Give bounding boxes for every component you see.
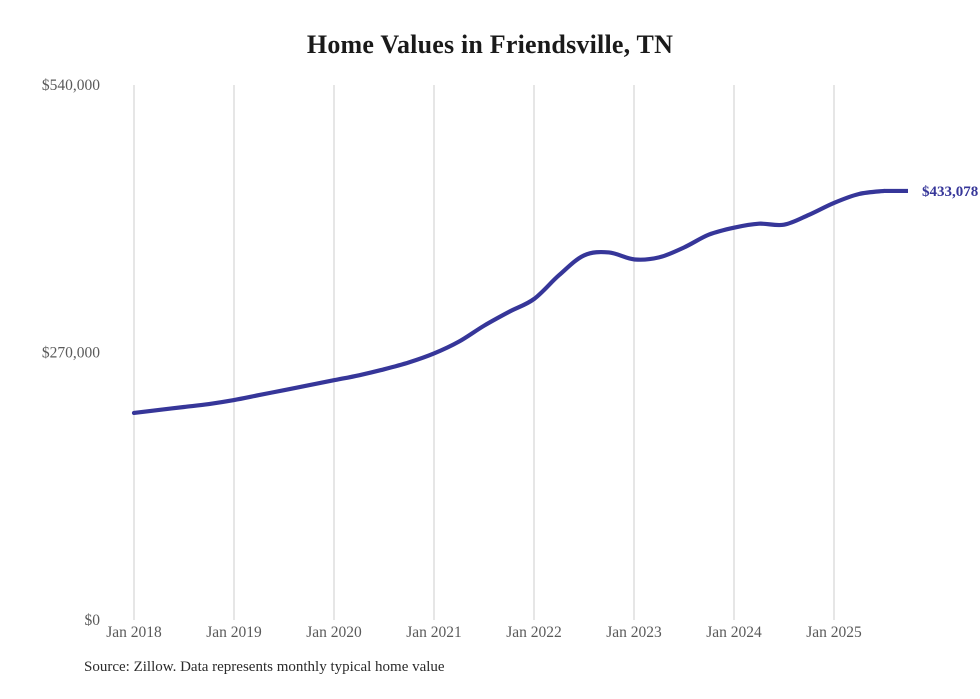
x-tick-label: Jan 2025 [806, 624, 862, 641]
chart-title: Home Values in Friendsville, TN [306, 30, 674, 59]
y-tick-label: $0 [85, 612, 101, 629]
latest-value-annotation: $433,078 [922, 184, 978, 200]
x-tick-label: Jan 2022 [506, 624, 562, 641]
home-value-line [131, 188, 887, 416]
x-axis-tick-labels: Jan 2018 Jan 2019 Jan 2020 Jan 2021 Jan 2022… [106, 624, 862, 641]
y-tick-label: $270,000 [42, 345, 100, 362]
y-tick-label: $540,000 [42, 77, 100, 94]
x-tick-label: Jan 2024 [706, 624, 762, 641]
x-tick-label: Jan 2021 [406, 624, 462, 641]
x-tick-label: Jan 2018 [106, 624, 162, 641]
y-axis-tick-labels: $0 $270,000 $540,000 [42, 77, 100, 629]
x-tick-label: Jan 2020 [306, 624, 362, 641]
x-tick-label: Jan 2023 [606, 624, 662, 641]
x-tick-label: Jan 2019 [206, 624, 262, 641]
source-note: Source: Zillow. Data represents monthly … [84, 659, 445, 675]
gridlines [133, 85, 835, 620]
